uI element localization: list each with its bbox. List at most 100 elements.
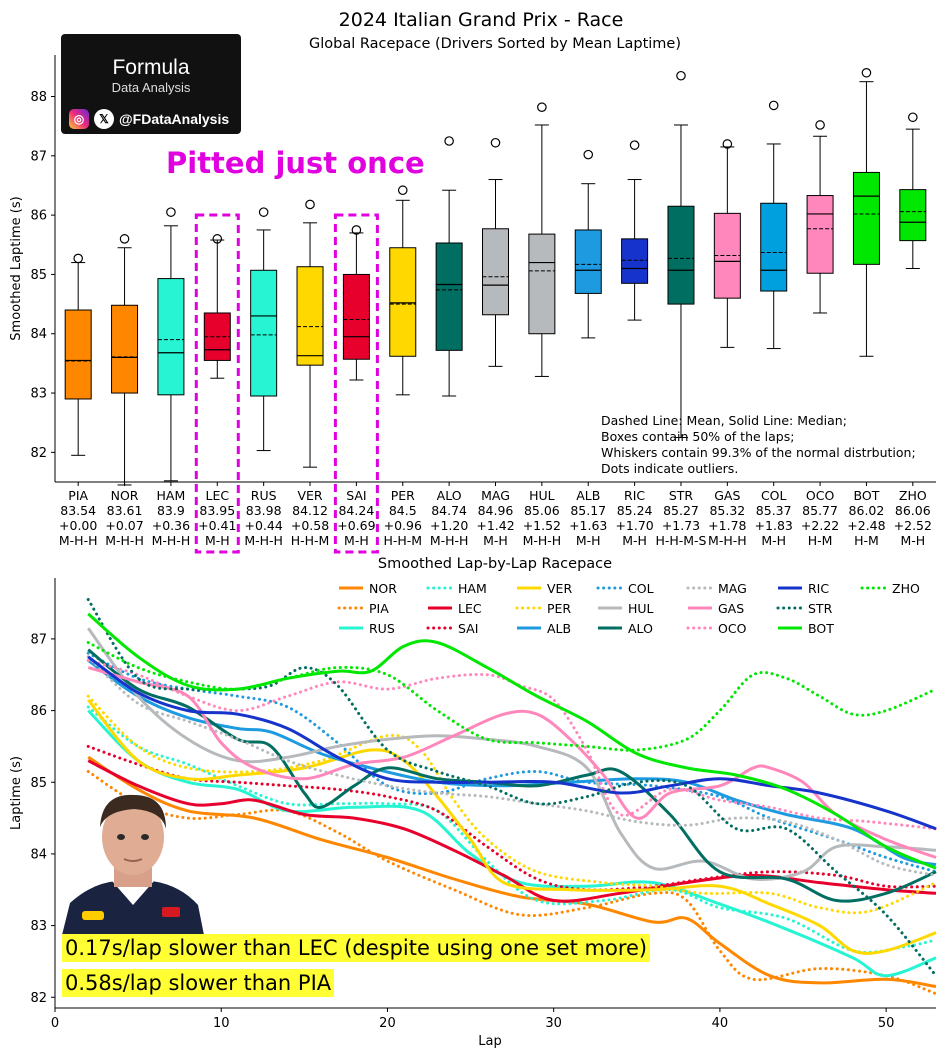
x-tick-label: 0	[51, 1016, 59, 1031]
x-tick-label: ALB	[576, 488, 600, 503]
box-hul	[528, 102, 556, 377]
x-tick-label: +0.44	[245, 518, 283, 533]
x-tick-label: H-H-M-S	[655, 533, 706, 548]
iqr-box	[621, 238, 649, 284]
iqr-box	[528, 233, 556, 335]
y-tick-label: 85	[30, 268, 47, 283]
x-icon: 𝕏	[94, 109, 114, 129]
logo-subtitle: Data Analysis	[111, 80, 191, 95]
series-line-ver	[87, 698, 937, 955]
x-tick-label: +2.48	[847, 518, 885, 533]
iqr-box	[760, 202, 788, 292]
x-tick-label: M-H-H	[244, 533, 283, 548]
outlier-point	[768, 100, 779, 111]
box-sai	[342, 225, 370, 381]
x-tick-label: STR	[669, 488, 694, 503]
highlight-frame-sai	[333, 213, 379, 554]
series-line-hul	[86, 627, 937, 881]
x-tick-label: PER	[391, 488, 415, 503]
y-tick-label: 82	[30, 991, 47, 1006]
box-nor	[111, 234, 139, 486]
legend-label: NOR	[369, 581, 397, 596]
box-pia	[64, 253, 92, 456]
legend-label: GAS	[718, 601, 744, 616]
x-tick-label: M-H	[205, 533, 230, 548]
legend-label: PER	[547, 601, 571, 616]
iqr-box	[852, 171, 880, 265]
x-tick-label: PIA	[68, 488, 88, 503]
x-tick-label: M-H-H	[523, 533, 562, 548]
chart-title: 2024 Italian Grand Prix - Race	[339, 9, 624, 31]
legend-label: VER	[547, 581, 572, 596]
series-line-ric	[87, 655, 937, 831]
iqr-box	[342, 273, 370, 360]
x-tick-label: M-H-H	[708, 533, 747, 548]
box-alo	[435, 136, 463, 397]
x-tick-label: NOR	[111, 488, 139, 503]
x-tick-label: M-H-H	[430, 533, 469, 548]
iqr-box	[435, 242, 463, 351]
logo-brand: Formula	[112, 56, 190, 79]
x-tick-label: H-M	[808, 533, 833, 548]
y-axis-label: Smoothed Laptime (s)	[9, 196, 24, 340]
box-str	[667, 70, 695, 439]
x-tick-label: COL	[761, 488, 787, 503]
x-tick-label: +2.52	[894, 518, 932, 533]
legend-label: PIA	[369, 601, 389, 616]
iqr-box	[64, 309, 92, 400]
x-tick-label: HUL	[529, 488, 555, 503]
y-axis-label: Laptime (s)	[9, 756, 24, 830]
outlier-point	[583, 149, 594, 160]
x-tick-label: +1.42	[476, 518, 514, 533]
x-tick-label: +0.96	[384, 518, 422, 533]
x-tick-label: 84.5	[389, 503, 417, 518]
x-tick-label: VER	[297, 488, 322, 503]
outlier-point	[119, 234, 130, 244]
iqr-box	[250, 269, 278, 397]
note-line: Boxes contain 50% of the laps;	[601, 429, 795, 444]
box-lec	[203, 234, 231, 379]
y-tick-label: 83	[30, 387, 47, 402]
series-line-gas	[87, 666, 937, 859]
x-tick-label: 86.02	[849, 503, 885, 518]
x-tick-label: +0.07	[105, 518, 143, 533]
x-tick-label: M-H-H	[152, 533, 191, 548]
y-tick-label: 84	[30, 327, 47, 342]
box-gas	[713, 139, 741, 348]
x-tick-label: M-H	[622, 533, 647, 548]
box-rus	[250, 207, 278, 452]
line-chart-title: Smoothed Lap-by-Lap Racepace	[378, 556, 612, 572]
chart-note: Dashed Line: Mean, Solid Line: Median; B…	[601, 413, 916, 477]
note-line: Whiskers contain 99.3% of the normal dis…	[601, 445, 916, 460]
legend-label: LEC	[458, 601, 482, 616]
x-tick-label: GAS	[714, 488, 740, 503]
x-tick-label: 85.17	[570, 503, 606, 518]
logo-social: ◎ 𝕏 @FDataAnalysis	[69, 108, 235, 130]
outlier-point	[212, 234, 223, 244]
y-tick-label: 82	[30, 446, 47, 461]
logo: Formula Data Analysis ◎ 𝕏 @FDataAnalysis	[61, 34, 241, 134]
x-tick-label: 85.24	[617, 503, 653, 518]
series-line-alb	[87, 659, 937, 867]
x-tick-label: M-H-H	[105, 533, 144, 548]
y-tick-label: 86	[30, 704, 47, 719]
x-tick-label: 83.61	[107, 503, 143, 518]
outlier-point	[305, 199, 315, 210]
x-tick-label: 85.06	[524, 503, 560, 518]
x-tick-label: RIC	[624, 488, 645, 503]
x-tick-label: H-M	[854, 533, 879, 548]
x-tick-label: LEC	[205, 488, 229, 503]
series-line-zho	[86, 641, 938, 752]
x-tick-label: MAG	[481, 488, 510, 503]
x-tick-label: 10	[213, 1016, 230, 1031]
legend-label: ALB	[547, 621, 571, 636]
legend-label: STR	[808, 601, 833, 616]
y-tick-label: 84	[30, 847, 47, 862]
box-ric	[621, 140, 649, 321]
y-tick-label: 83	[30, 919, 47, 934]
x-tick-label: +1.83	[755, 518, 793, 533]
lap-line-chart: Smoothed Lap-by-Lap Racepace 82 83 84 85 86 87…	[9, 556, 938, 1049]
x-tick-label: 85.32	[709, 503, 745, 518]
legend-label: BOT	[808, 621, 834, 636]
legend-label: HAM	[458, 581, 487, 596]
